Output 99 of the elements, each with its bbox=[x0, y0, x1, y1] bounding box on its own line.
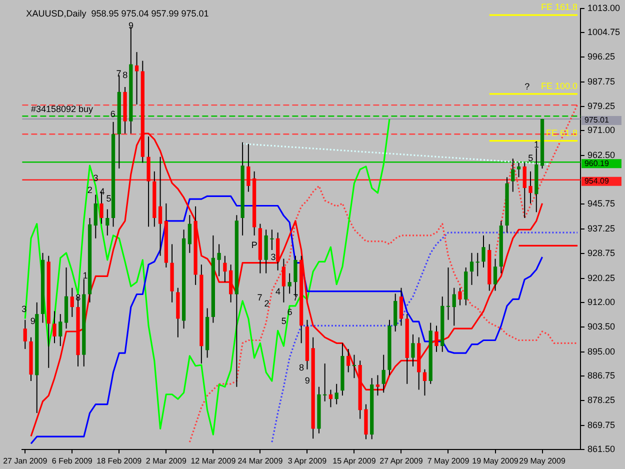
candlestick bbox=[323, 363, 327, 402]
annotation: 7 bbox=[257, 292, 262, 303]
candlestick bbox=[158, 156, 162, 256]
candlestick bbox=[399, 287, 404, 326]
line-series bbox=[188, 185, 578, 443]
x-tick-label: 12 Mar 2009 bbox=[190, 456, 236, 466]
candlestick bbox=[411, 334, 415, 367]
x-tick-label: 7 May 2009 bbox=[427, 456, 470, 466]
candlestick bbox=[422, 368, 427, 396]
candlestick bbox=[58, 314, 62, 347]
series-label: FE 100.0 bbox=[541, 80, 578, 91]
candlestick bbox=[446, 266, 450, 320]
annotation: 9 bbox=[30, 316, 36, 326]
x-tick-label: 6 Feb 2009 bbox=[52, 456, 93, 466]
annotation: 3 bbox=[270, 252, 276, 262]
annotation: 1 bbox=[534, 140, 540, 150]
candlestick bbox=[276, 232, 280, 271]
annotation: 9 bbox=[304, 375, 310, 386]
x-tick-label: 2 Mar 2009 bbox=[146, 456, 187, 466]
candlestick bbox=[188, 214, 192, 254]
candlestick bbox=[94, 194, 98, 239]
candlestick bbox=[288, 272, 292, 294]
x-tick-label: 27 Jan 2009 bbox=[3, 456, 48, 466]
candlestick bbox=[382, 354, 386, 394]
y-tick-label: 937.25 bbox=[587, 223, 615, 234]
x-tick-label: 19 May 2009 bbox=[472, 456, 519, 466]
candlestick bbox=[52, 310, 56, 344]
annotation: 8 bbox=[76, 292, 81, 303]
ref-line-label: 975.01 bbox=[584, 116, 610, 125]
annotation: 5 bbox=[528, 152, 534, 163]
candlestick bbox=[106, 208, 110, 236]
y-tick-label: 928.75 bbox=[587, 248, 615, 258]
annotation: 8 bbox=[298, 362, 304, 372]
candlestick bbox=[376, 374, 380, 396]
annotation: #34158092 buy bbox=[31, 104, 94, 114]
series-label: FE 161.8 bbox=[541, 2, 578, 12]
x-tick-label: 18 Feb 2009 bbox=[96, 456, 142, 466]
x-tick-label: 29 May 2009 bbox=[519, 456, 566, 466]
y-tick-label: 987.75 bbox=[587, 76, 615, 86]
y-tick-label: 979.25 bbox=[587, 101, 615, 112]
annotation: 5 bbox=[281, 316, 286, 326]
annotation: 2 bbox=[87, 184, 92, 195]
y-tick-label: 861.50 bbox=[587, 444, 615, 454]
candlestick bbox=[470, 252, 474, 286]
annotation: 4 bbox=[275, 286, 280, 297]
y-tick-label: 878.25 bbox=[587, 395, 615, 406]
annotation: 2 bbox=[264, 298, 270, 308]
annotation: 9 bbox=[128, 20, 134, 30]
candlestick bbox=[346, 348, 350, 373]
candlestick bbox=[223, 255, 227, 283]
annotation: 4 bbox=[100, 186, 105, 196]
candlestick bbox=[516, 162, 521, 178]
chart-title: XAUUSD,Daily 958.95 975.04 957.99 975.01 bbox=[26, 8, 209, 18]
y-tick-label: 971.00 bbox=[587, 125, 615, 136]
ref-line-label: 960.19 bbox=[584, 158, 610, 168]
y-tick-label: 920.25 bbox=[587, 272, 615, 283]
candlestick bbox=[270, 229, 274, 251]
candlestick bbox=[228, 264, 233, 303]
candlestick bbox=[23, 319, 27, 350]
line-series bbox=[271, 232, 578, 443]
candlestick bbox=[334, 383, 338, 405]
candlestick bbox=[452, 287, 456, 326]
candlestick bbox=[493, 258, 498, 292]
y-tick-label: 945.75 bbox=[587, 198, 615, 209]
y-tick-label: 912.00 bbox=[587, 296, 615, 307]
candlestick bbox=[352, 354, 356, 379]
candlestick bbox=[511, 158, 515, 192]
x-tick-label: 3 Apr 2009 bbox=[288, 456, 328, 466]
y-tick-label: 996.25 bbox=[587, 52, 615, 62]
candlestick bbox=[528, 170, 532, 204]
x-tick-label: 27 Apr 2009 bbox=[380, 456, 424, 466]
candlestick bbox=[522, 162, 526, 218]
y-tick-label: 886.75 bbox=[587, 370, 615, 380]
annotation: 7 bbox=[116, 68, 122, 78]
y-tick-label: 962.50 bbox=[587, 150, 615, 160]
candlestick bbox=[482, 234, 486, 268]
candlestick bbox=[476, 252, 480, 277]
ref-line-label: 954.09 bbox=[584, 176, 610, 186]
annotation: 5 bbox=[106, 194, 112, 204]
annotation: 1 bbox=[82, 270, 88, 281]
candlestick bbox=[70, 287, 74, 318]
x-tick-label: 15 Apr 2009 bbox=[332, 456, 376, 466]
candlestick bbox=[328, 389, 333, 408]
annotation: 8 bbox=[122, 70, 128, 80]
candlestick bbox=[282, 258, 286, 303]
candlestick bbox=[134, 52, 139, 105]
candlestick bbox=[217, 244, 221, 277]
candlestick bbox=[434, 325, 438, 352]
y-tick-label: 1013.00 bbox=[587, 2, 620, 13]
candlestick bbox=[458, 287, 462, 306]
y-tick-label: 1004.75 bbox=[587, 26, 620, 37]
annotation: 7 bbox=[293, 292, 298, 303]
annotation: ? bbox=[524, 81, 530, 92]
x-tick-label: 24 Mar 2009 bbox=[238, 456, 284, 466]
y-tick-label: 903.50 bbox=[587, 322, 615, 332]
y-tick-label: 869.75 bbox=[587, 420, 615, 430]
annotation: P bbox=[251, 240, 258, 250]
y-tick-label: 895.00 bbox=[587, 346, 615, 356]
candlestick bbox=[246, 144, 250, 192]
